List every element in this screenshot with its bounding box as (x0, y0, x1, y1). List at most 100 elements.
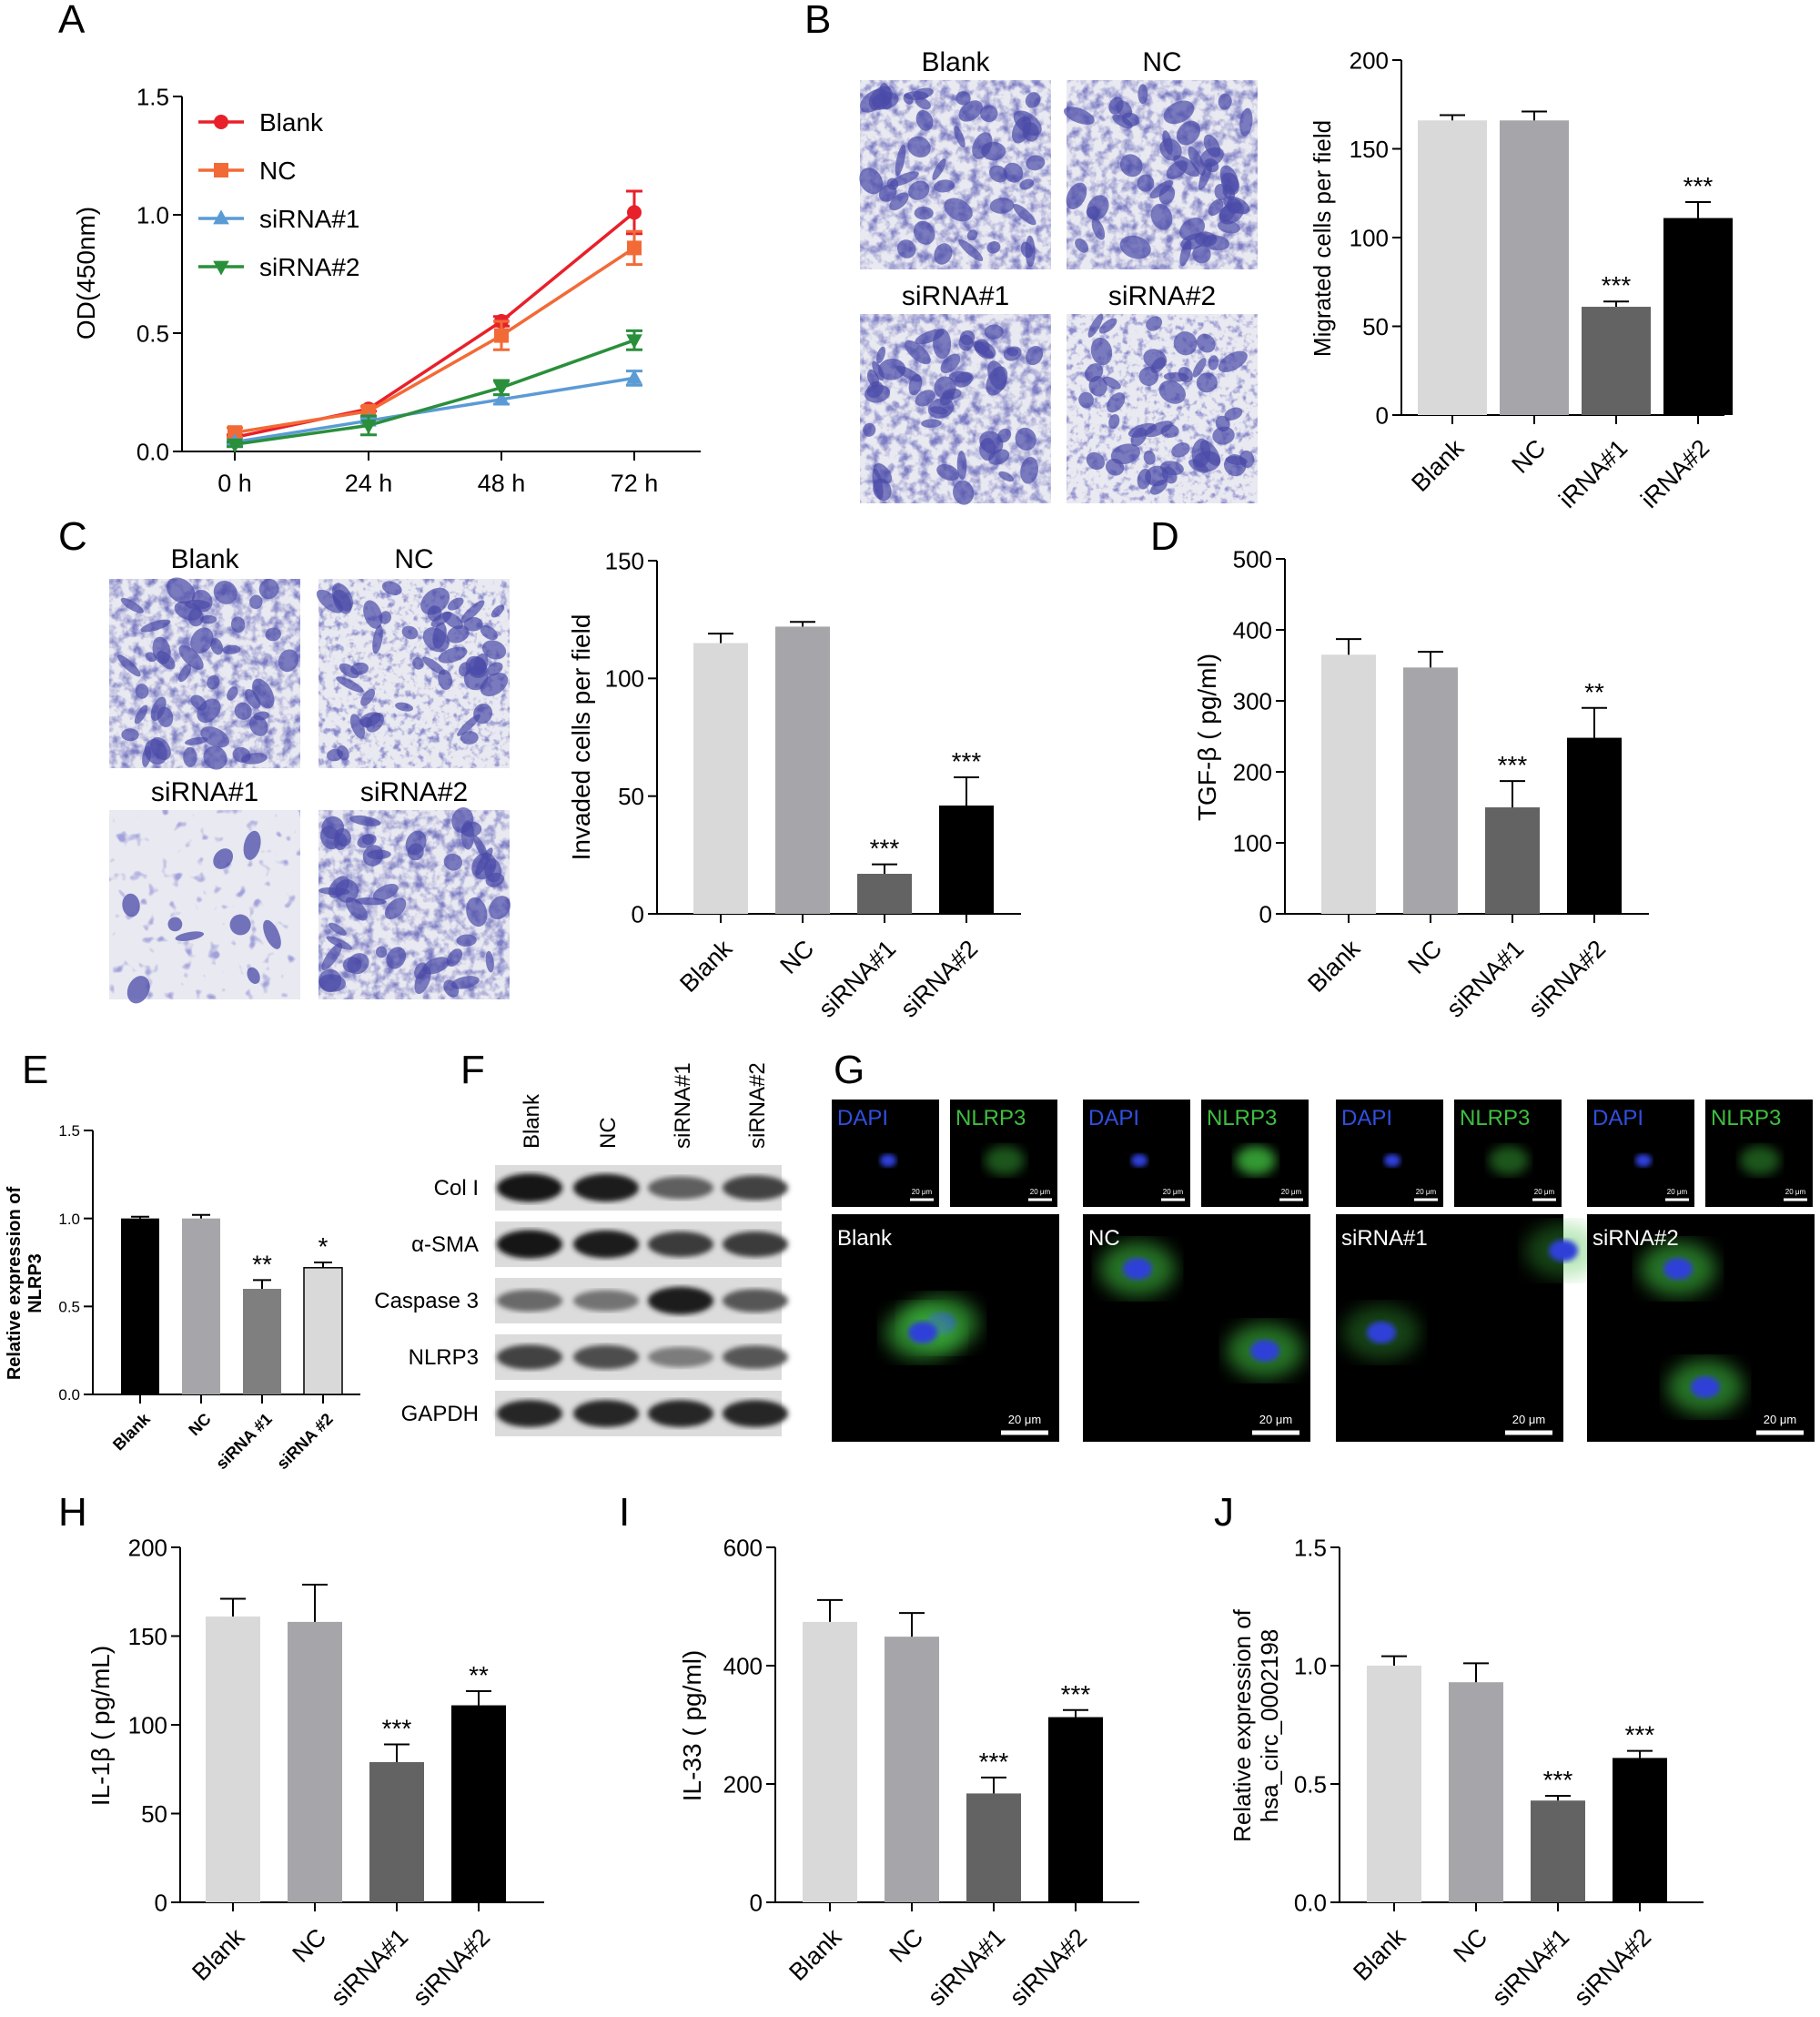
y-tick-label: 50 (141, 1800, 167, 1828)
stained-cell (249, 715, 268, 736)
stained-cell (468, 656, 487, 676)
x-tick-label: iRNA#2 (1635, 434, 1714, 513)
stained-cell (339, 663, 359, 679)
bar-H-1 (288, 1621, 342, 1902)
stained-cell (157, 706, 174, 727)
stained-cell (366, 712, 384, 733)
stained-cell (1087, 313, 1104, 338)
data-point (214, 163, 228, 177)
stained-cell (384, 897, 407, 920)
stained-cell (326, 936, 352, 950)
x-tick-label: siRNA#1 (1487, 1923, 1575, 2012)
bar-J-2 (1531, 1800, 1585, 1902)
bar-H-2 (369, 1761, 424, 1902)
stained-cell (446, 948, 463, 967)
significance-mark: *** (979, 1748, 1009, 1776)
stained-cell (1064, 106, 1095, 125)
channel-label-nlrp3: NLRP3 (1207, 1106, 1277, 1130)
stained-cell (229, 914, 251, 936)
y-tick-label: 1.0 (1294, 1652, 1327, 1679)
stained-cell (956, 91, 971, 106)
chart-H: 0 50 100 150 200 Blank NC *** siRNA#1 ** siRNA#2 IL… (86, 1534, 544, 2012)
fluorescence-group-3: DAPI 20 μm NLRP3 20 μm siRNA#2 20 μm (1587, 1100, 1815, 1442)
y-tick-label: 100 (1233, 829, 1272, 856)
stained-cell (1138, 84, 1148, 105)
stained-cell (460, 821, 482, 837)
fluorescence-group-0: DAPI 20 μm NLRP3 20 μm Blank 20 μm (832, 1100, 1059, 1442)
stained-cell (443, 979, 460, 998)
x-tick-label: Blank (187, 1923, 249, 1986)
bar-B-1 (1500, 120, 1569, 416)
blot-band (648, 1286, 713, 1315)
x-tick-label: siRNA#1 (1441, 935, 1530, 1023)
significance-mark: * (318, 1232, 329, 1261)
stained-cell (871, 91, 899, 110)
bar-E-0 (121, 1218, 159, 1394)
stained-cell (265, 627, 281, 642)
nlrp3-signal (1236, 1146, 1276, 1175)
protein-label: Caspase 3 (374, 1289, 479, 1313)
stained-cell (889, 171, 919, 187)
stained-cell (1003, 162, 1024, 183)
stained-cell (958, 238, 984, 261)
blot-band (723, 1175, 788, 1201)
y-tick-label: 400 (723, 1652, 763, 1679)
data-point (493, 381, 510, 397)
y-tick-label: 100 (128, 1711, 167, 1738)
fluorescence-G: DAPI 20 μm NLRP3 20 μm Blank 20 μm DAPI 20 μm NL… (832, 1100, 1815, 1442)
data-point (626, 334, 642, 350)
significance-mark: *** (952, 747, 982, 775)
stained-cell (446, 625, 470, 644)
stained-cell (1176, 120, 1201, 146)
micrograph-0 (859, 80, 1051, 269)
protein-label: NLRP3 (409, 1345, 479, 1370)
dapi-thumbnail (832, 1100, 939, 1207)
bar-B-0 (1418, 120, 1487, 416)
bar-C-2 (857, 874, 912, 914)
panel-letter-F: F (460, 1048, 485, 1092)
x-tick-label: NC (774, 935, 819, 979)
stained-cell (1215, 415, 1230, 432)
stained-cell (1020, 241, 1033, 258)
x-tick-label: 48 h (478, 470, 526, 497)
stained-cell (866, 380, 884, 399)
stained-cell (907, 136, 931, 158)
y-tick-label: 0.5 (58, 1298, 80, 1315)
stained-cell (1085, 363, 1104, 382)
stained-cell (1218, 93, 1232, 110)
lane-label: NC (596, 1117, 621, 1149)
bar-B-3 (1663, 218, 1733, 415)
stained-cell (150, 736, 171, 761)
bar-C-0 (693, 643, 748, 914)
y-tick-label: 200 (1350, 46, 1389, 74)
panel-letter-I: I (619, 1490, 630, 1535)
western-blot-F: Blank NC siRNA#1 siRNA#2 Col I α-SMA Caspase 3… (374, 1062, 788, 1436)
stained-cell (1013, 110, 1042, 136)
data-point (493, 390, 510, 406)
chart-B: 0 50 100 150 200 Blank NC *** iRNA#1 *** iRNA#2 Mig… (1309, 46, 1733, 513)
lane-label: Blank (520, 1093, 544, 1149)
stained-cell (422, 656, 446, 675)
stained-cell (1107, 392, 1126, 413)
y-tick-label: 1.5 (1294, 1534, 1327, 1561)
blot-band (648, 1346, 713, 1368)
stained-cell (966, 229, 978, 241)
data-point (213, 260, 229, 276)
y-tick-label: 0 (632, 900, 644, 927)
nucleus (1250, 1340, 1279, 1362)
nucleus (1663, 1258, 1693, 1280)
stained-cell (889, 192, 909, 211)
stained-cell (349, 714, 366, 739)
stained-cell (422, 957, 450, 975)
x-tick-label: siRNA#2 (408, 1923, 496, 2012)
y-tick-label: 0.0 (136, 438, 169, 465)
x-tick-label: 0 h (217, 470, 252, 497)
stained-cell (178, 664, 192, 683)
stained-cell (1201, 235, 1230, 251)
bar-H-0 (206, 1617, 260, 1902)
stained-cell (184, 736, 208, 745)
panel-letter-C: C (58, 514, 87, 559)
x-tick-label: siRNA#2 (1005, 1923, 1093, 2012)
stained-cell (1102, 376, 1121, 390)
y-tick-label: 0.5 (1294, 1770, 1327, 1798)
